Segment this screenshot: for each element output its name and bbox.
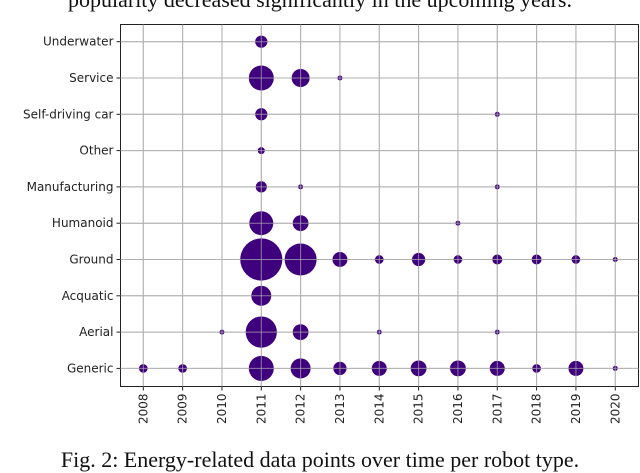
x-tick-label: 2009 xyxy=(176,394,190,425)
x-tick-label: 2011 xyxy=(254,394,268,425)
y-tick-label: Humanoid xyxy=(52,216,114,230)
x-tick-label: 2008 xyxy=(136,394,150,425)
y-tick-label: Service xyxy=(69,71,113,85)
x-tick-label: 2013 xyxy=(333,394,347,425)
y-tick-label: Self-driving car xyxy=(23,107,114,121)
x-tick-label: 2014 xyxy=(372,394,386,425)
x-tick-label: 2019 xyxy=(569,394,583,425)
x-tick-label: 2015 xyxy=(412,394,426,425)
x-tick-label: 2018 xyxy=(530,394,544,425)
x-tick-label: 2012 xyxy=(294,394,308,425)
bubble-chart: Generic Aerial Acquatic Ground Humanoid Manuf… xyxy=(23,24,639,425)
y-tick-labels: Generic Aerial Acquatic Ground Humanoid Manuf… xyxy=(23,35,114,376)
x-tick-label: 2020 xyxy=(608,394,622,425)
y-tick-label: Manufacturing xyxy=(27,180,114,194)
grid xyxy=(116,24,639,391)
y-tick-label: Aerial xyxy=(79,325,113,339)
bubbles xyxy=(120,24,639,387)
x-tick-label: 2016 xyxy=(451,394,465,425)
y-tick-label: Generic xyxy=(67,361,114,375)
figure-caption: Fig. 2: Energy-related data points over … xyxy=(60,447,580,472)
x-tick-label: 2017 xyxy=(490,394,504,425)
y-tick-label: Ground xyxy=(69,253,113,267)
y-tick-label: Acquatic xyxy=(62,289,114,303)
x-tick-labels: 2008 2009 2010 2011 2012 2013 2014 2015 2016 2017… xyxy=(136,394,622,425)
x-tick-label: 2010 xyxy=(215,394,229,425)
top-text: popularity decreased significantly in th… xyxy=(0,0,640,13)
y-tick-label: Underwater xyxy=(43,35,114,49)
y-tick-label: Other xyxy=(79,144,113,158)
